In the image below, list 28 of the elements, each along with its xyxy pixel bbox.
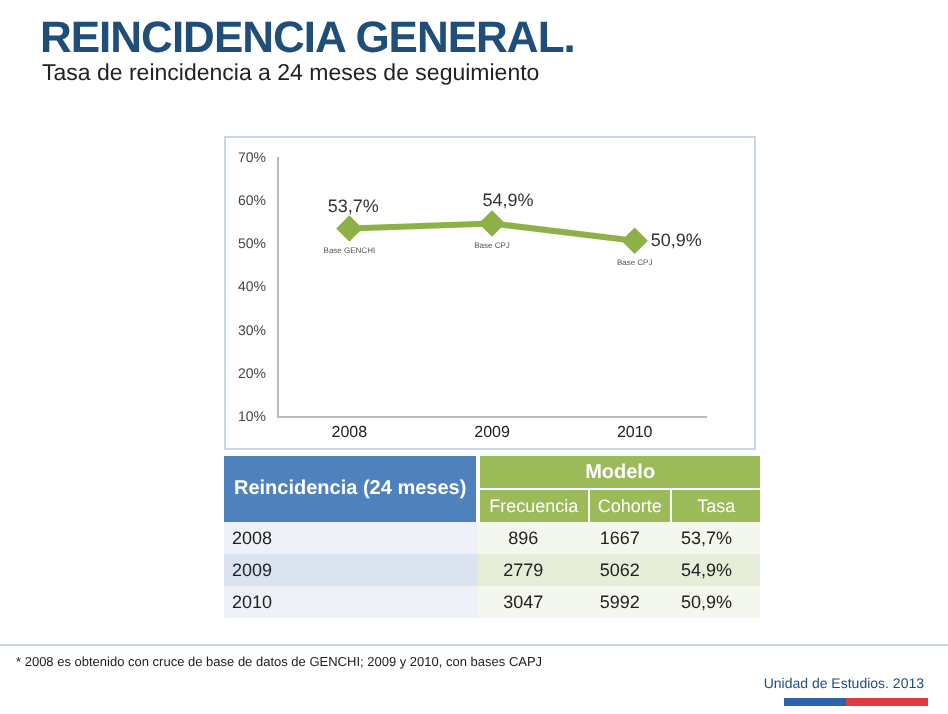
x-tick-label: 2009: [474, 422, 511, 441]
series-label: Cohorte: [588, 489, 672, 522]
point: [622, 228, 647, 253]
data-label: 5062: [588, 554, 672, 586]
series-label: Tasa: [671, 489, 760, 522]
chart-subtitle: Tasa de reincidencia a 24 meses de seguimiento: [42, 62, 540, 86]
data-label: 5992: [588, 586, 672, 618]
data-label: 1667: [588, 522, 672, 554]
data-label: 54,9%: [482, 190, 534, 211]
category-label: 2009: [224, 554, 479, 586]
data-label: 54,9%: [671, 554, 760, 586]
data-label: 896: [478, 522, 589, 554]
data-label: 53,7%: [671, 522, 760, 554]
x-tick-label: 2010: [616, 422, 654, 441]
category-label: 2008: [224, 522, 479, 554]
data-label: 53,7%: [327, 195, 379, 216]
data-label: 3047: [478, 586, 589, 618]
category-label: 2010: [224, 586, 479, 618]
x-tick-label: 2008: [331, 422, 369, 441]
data-label: 2779: [478, 554, 589, 586]
chart-title: REINCIDENCIA GENERAL.: [40, 12, 575, 63]
point: [337, 216, 362, 241]
legend-title: Reincidencia (24 meses): [224, 456, 479, 522]
data-label: 50,9%: [650, 229, 702, 250]
text: Modelo: [478, 456, 760, 489]
data-label: 50,9%: [671, 586, 760, 618]
point: [480, 211, 505, 236]
series-label: Frecuencia: [478, 489, 589, 522]
